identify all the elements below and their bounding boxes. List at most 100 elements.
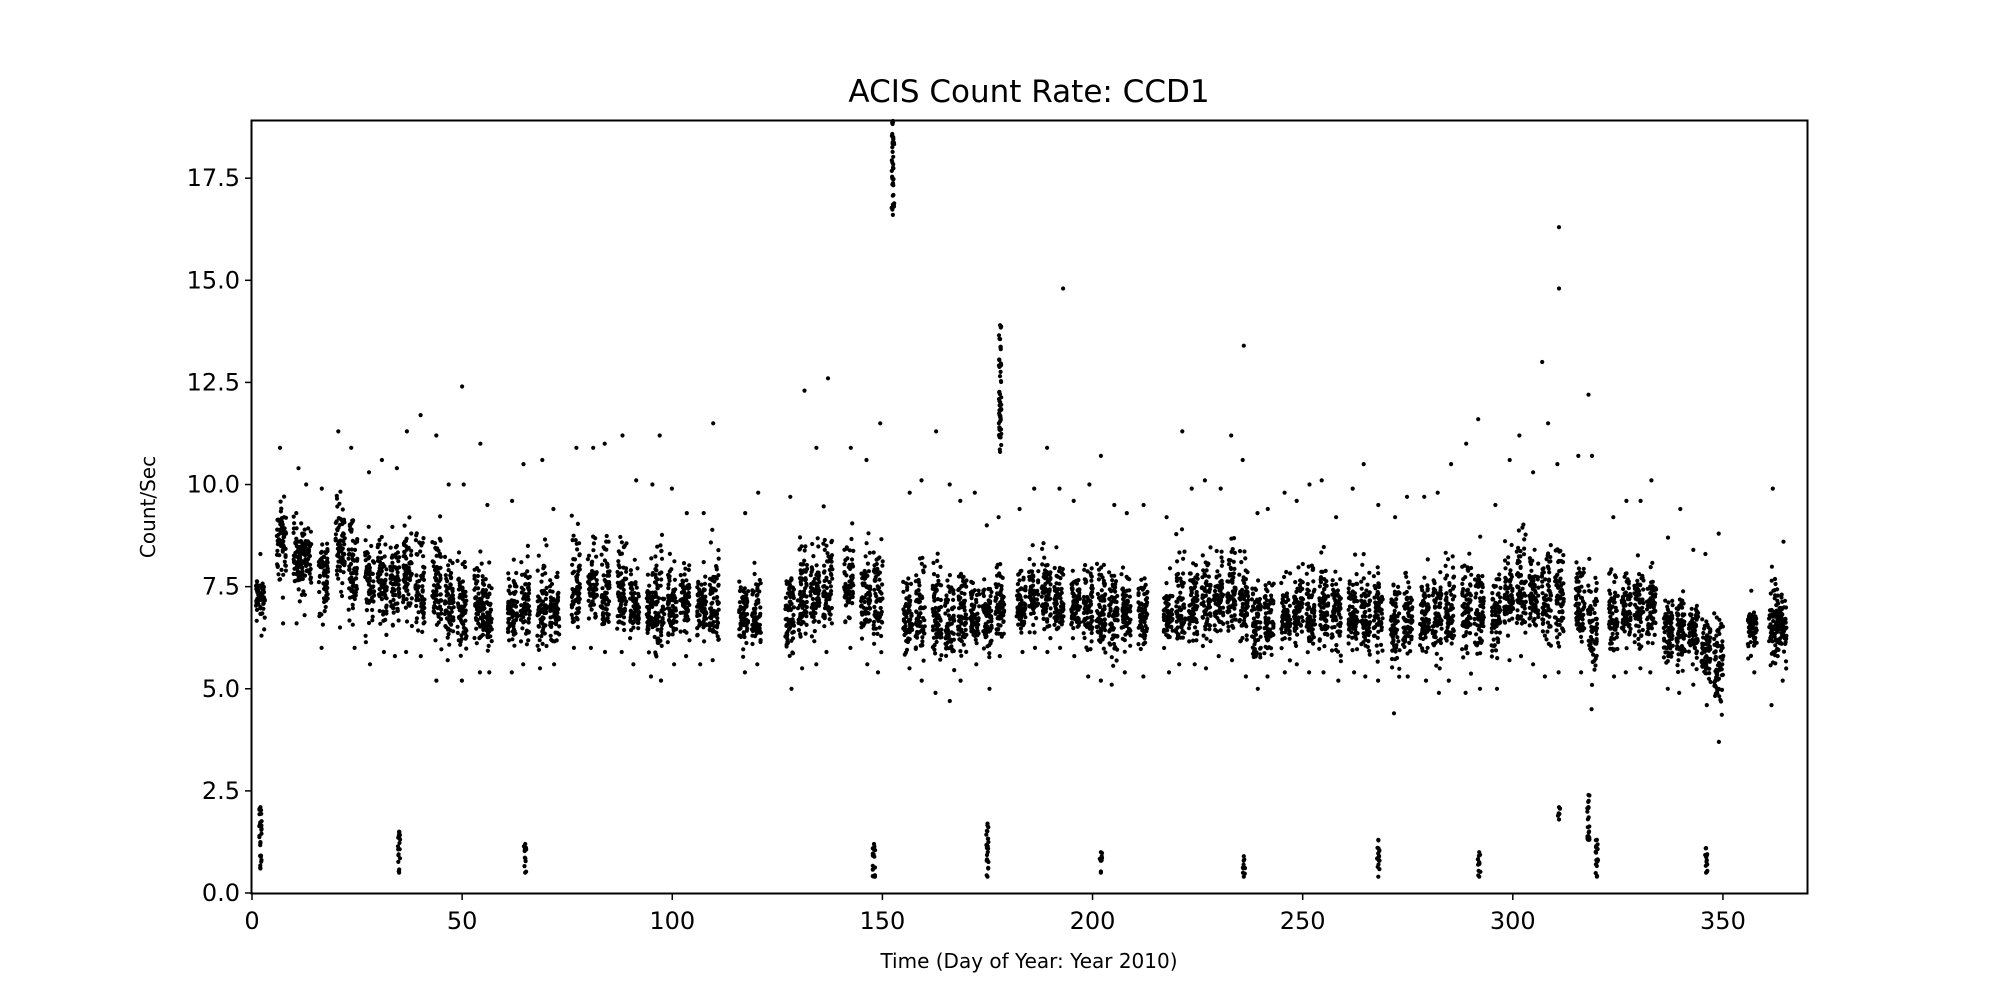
data-point: [1281, 598, 1286, 603]
data-point: [347, 567, 352, 572]
data-point: [866, 569, 872, 574]
data-point: [571, 645, 577, 651]
data-point: [716, 548, 721, 553]
data-point: [1027, 574, 1032, 579]
data-point: [403, 564, 408, 569]
data-point: [921, 568, 926, 573]
data-point: [1070, 568, 1075, 573]
data-point: [977, 604, 982, 609]
data-point: [816, 544, 821, 549]
data-point: [339, 593, 345, 599]
data-point: [1052, 622, 1057, 628]
data-point: [378, 550, 383, 555]
data-point: [1244, 637, 1249, 642]
data-point: [753, 621, 758, 626]
data-point: [999, 592, 1004, 598]
data-point: [489, 616, 494, 622]
data-point: [1083, 600, 1088, 605]
data-point: [972, 490, 977, 495]
data-point: [297, 599, 302, 604]
data-point: [384, 609, 389, 614]
data-point: [526, 605, 531, 611]
data-point: [981, 591, 986, 596]
data-point: [1077, 593, 1082, 598]
data-point: [479, 561, 484, 566]
data-point: [798, 589, 803, 594]
data-point: [478, 441, 483, 446]
data-point: [416, 628, 421, 633]
data-point: [457, 581, 462, 586]
data-point: [364, 608, 369, 613]
data-point: [449, 609, 454, 614]
data-point: [1054, 589, 1059, 594]
data-point: [1191, 599, 1196, 604]
data-point: [1142, 576, 1147, 581]
data-point: [822, 563, 827, 568]
data-point: [654, 594, 659, 599]
data-point: [1195, 632, 1200, 637]
data-point: [1192, 662, 1197, 667]
data-point: [660, 621, 665, 626]
data-point: [372, 560, 377, 565]
data-point: [384, 632, 389, 638]
data-point: [586, 616, 592, 621]
data-point: [962, 608, 967, 613]
data-point: [634, 597, 639, 602]
data-point: [349, 547, 354, 552]
data-point: [1271, 625, 1276, 630]
data-point: [1249, 608, 1254, 613]
data-point: [451, 596, 456, 602]
data-point: [879, 537, 884, 542]
data-points: [253, 118, 1789, 879]
data-point: [438, 592, 443, 597]
data-point: [859, 571, 864, 576]
data-point: [294, 510, 299, 516]
data-point: [684, 510, 689, 516]
data-point: [1205, 616, 1210, 622]
data-point: [421, 554, 426, 559]
data-point: [1213, 584, 1218, 589]
data-point: [1201, 568, 1206, 573]
data-point: [282, 494, 287, 499]
data-point: [1141, 674, 1146, 679]
data-point: [987, 627, 993, 632]
data-point: [555, 570, 560, 575]
data-point: [1287, 603, 1292, 608]
data-point: [668, 621, 673, 626]
data-point: [403, 554, 408, 559]
data-point: [971, 614, 977, 619]
data-point: [1019, 630, 1024, 635]
data-point: [654, 568, 659, 573]
data-point: [987, 601, 993, 606]
data-point: [1122, 649, 1127, 654]
data-point: [1258, 634, 1263, 639]
data-point: [396, 586, 401, 592]
data-point: [414, 573, 419, 578]
data-point: [667, 569, 672, 574]
data-point: [958, 678, 963, 683]
data-point: [1264, 587, 1269, 592]
data-point: [402, 579, 407, 584]
data-point: [432, 541, 438, 546]
data-point: [935, 573, 940, 579]
data-point: [476, 591, 481, 596]
data-point: [367, 592, 372, 597]
data-point: [506, 576, 511, 582]
data-point: [659, 633, 664, 638]
data-point: [1054, 545, 1059, 550]
data-point: [283, 515, 289, 520]
data-point: [605, 562, 610, 567]
data-point: [784, 644, 789, 649]
data-point: [464, 598, 469, 603]
data-point: [789, 686, 794, 691]
data-point: [920, 635, 925, 640]
data-point: [341, 539, 346, 544]
data-point: [283, 531, 288, 536]
data-point: [828, 556, 834, 561]
data-point: [1271, 621, 1276, 627]
data-point: [903, 620, 908, 625]
data-point: [873, 609, 878, 615]
data-point: [1081, 631, 1086, 636]
data-point: [636, 610, 641, 615]
